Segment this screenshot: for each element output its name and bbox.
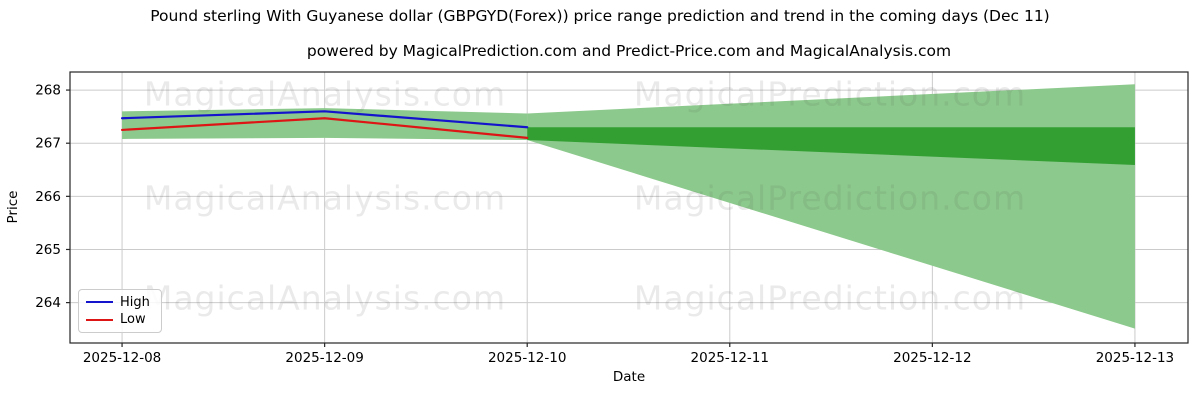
forecast-inner-band	[527, 127, 1135, 165]
x-tick-label: 2025-12-09	[285, 350, 363, 366]
y-tick-label: 265	[35, 242, 61, 258]
y-axis-label: Price	[5, 190, 21, 224]
x-tick-label: 2025-12-13	[1096, 350, 1174, 366]
x-axis-label: Date	[612, 369, 646, 385]
x-tick-label: 2025-12-08	[83, 350, 161, 366]
legend-item-high: High	[86, 295, 154, 310]
legend-label-low: Low	[120, 312, 146, 328]
legend: High Low	[78, 289, 162, 333]
x-tick-label: 2025-12-11	[691, 350, 769, 366]
chart-title: Pound sterling With Guyanese dollar (GBP…	[150, 7, 1050, 25]
chart-subtitle: powered by MagicalPrediction.com and Pre…	[306, 42, 952, 60]
low-line-swatch	[86, 318, 113, 321]
y-tick-label: 268	[35, 83, 61, 99]
plot-border	[69, 71, 1189, 344]
y-tick-label: 266	[35, 189, 61, 205]
legend-item-low: Low	[86, 312, 154, 327]
forecast-outer-band	[527, 84, 1135, 329]
low-line	[120, 117, 529, 139]
y-tick-label: 267	[35, 136, 61, 152]
x-tick-label: 2025-12-10	[488, 350, 566, 366]
history-range-band	[122, 108, 528, 141]
x-tick-label: 2025-12-12	[893, 350, 971, 366]
high-line-swatch	[86, 301, 113, 304]
y-tick-label: 264	[35, 295, 61, 311]
high-line	[120, 110, 529, 129]
legend-label-high: High	[120, 294, 150, 310]
